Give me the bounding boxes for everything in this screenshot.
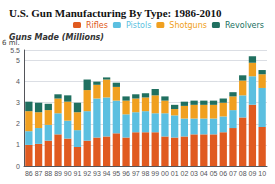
svg-text:09: 09 [249, 170, 257, 177]
svg-text:4: 4 [16, 78, 20, 85]
svg-text:2: 2 [16, 120, 20, 127]
svg-text:89: 89 [54, 170, 62, 177]
svg-text:06: 06 [219, 170, 227, 177]
svg-text:01: 01 [171, 170, 179, 177]
svg-text:Revolvers: Revolvers [225, 21, 264, 30]
svg-text:Pistols: Pistols [126, 21, 151, 30]
svg-text:99: 99 [151, 170, 159, 177]
svg-text:02: 02 [180, 170, 188, 177]
svg-text:3: 3 [16, 99, 20, 106]
svg-text:93: 93 [93, 170, 101, 177]
svg-text:Guns Made (Millions): Guns Made (Millions) [9, 33, 104, 42]
svg-text:07: 07 [229, 170, 237, 177]
svg-text:00: 00 [161, 170, 169, 177]
svg-text:5.5: 5.5 [10, 47, 20, 54]
svg-text:1: 1 [16, 141, 20, 148]
svg-text:5: 5 [16, 57, 20, 64]
svg-text:87: 87 [35, 170, 43, 177]
svg-text:04: 04 [200, 170, 208, 177]
svg-text:U.S. Gun Manufacturing By Type: U.S. Gun Manufacturing By Type: 1986-201… [9, 7, 222, 19]
svg-text:10: 10 [258, 170, 266, 177]
svg-text:03: 03 [190, 170, 198, 177]
svg-text:90: 90 [64, 170, 72, 177]
svg-text:97: 97 [132, 170, 140, 177]
svg-text:05: 05 [210, 170, 218, 177]
svg-text:91: 91 [74, 170, 82, 177]
svg-text:88: 88 [44, 170, 52, 177]
svg-text:94: 94 [103, 170, 111, 177]
svg-text:92: 92 [83, 170, 91, 177]
svg-text:96: 96 [122, 170, 130, 177]
svg-text:Shotguns: Shotguns [169, 21, 207, 30]
svg-text:Rifles: Rifles [86, 21, 108, 30]
svg-text:0: 0 [16, 163, 20, 170]
svg-text:86: 86 [25, 170, 33, 177]
svg-text:95: 95 [112, 170, 120, 177]
svg-text:98: 98 [142, 170, 150, 177]
svg-text:08: 08 [239, 170, 247, 177]
